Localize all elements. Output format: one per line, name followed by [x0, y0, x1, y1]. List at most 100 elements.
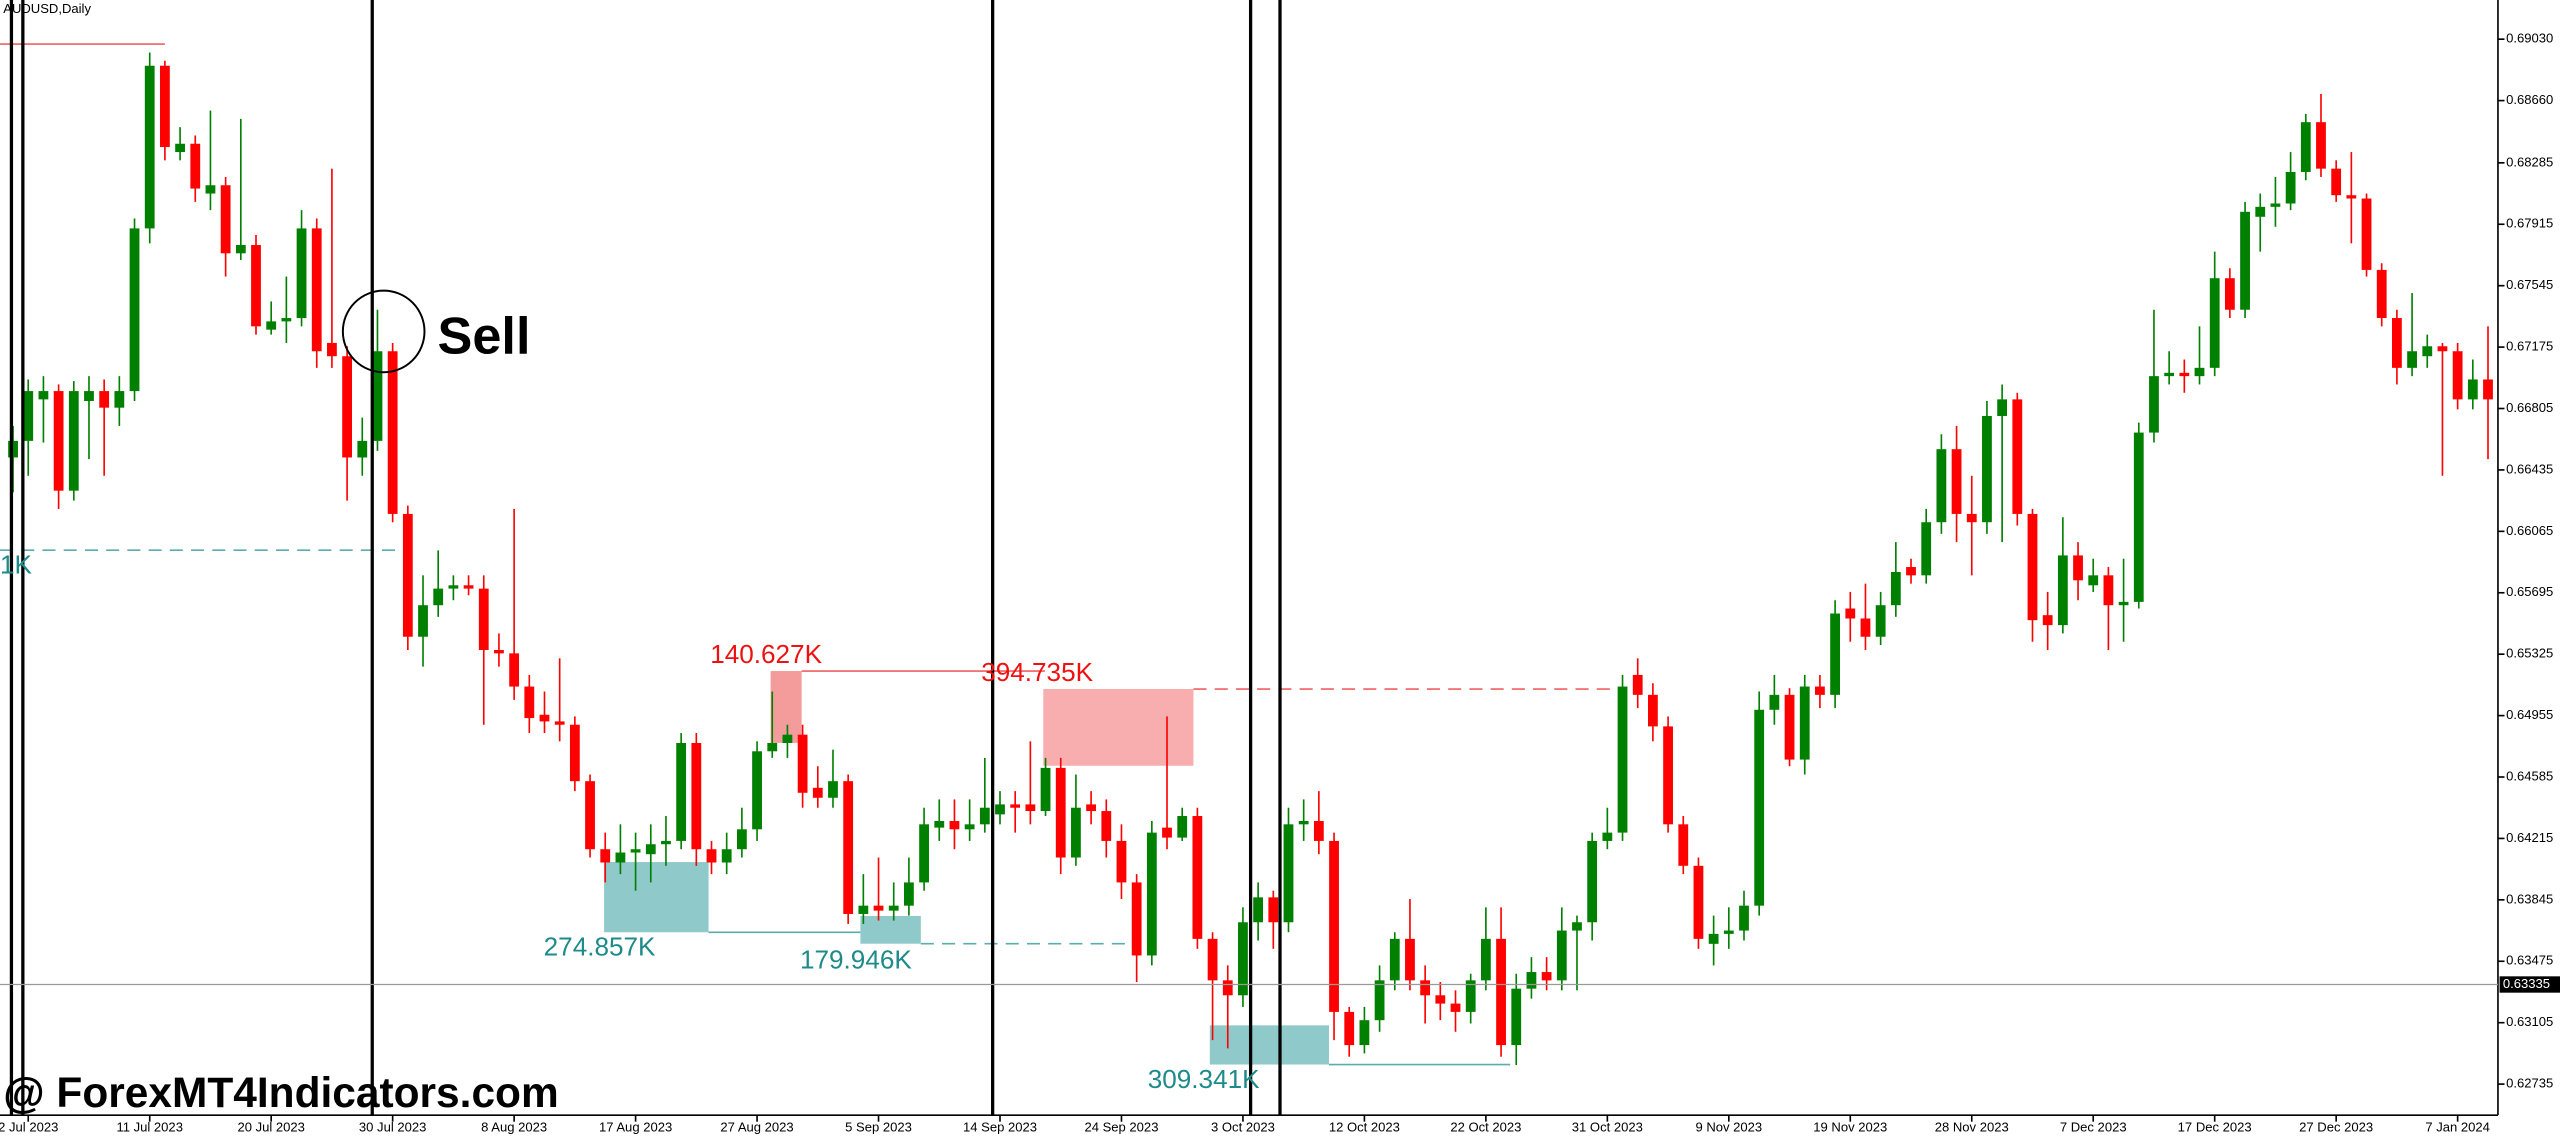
zone-label: 274.857K — [544, 932, 656, 962]
candle-body — [1906, 567, 1916, 576]
candle-body — [645, 844, 656, 855]
candle-body — [1526, 972, 1537, 989]
candle-body — [1723, 930, 1734, 934]
chart-title: AUDUSD,Daily — [3, 1, 91, 16]
candle-body — [828, 781, 838, 798]
candle-body — [2422, 346, 2433, 357]
candle-body — [1860, 618, 1871, 637]
candle-body — [2376, 269, 2387, 319]
candle-body — [1374, 980, 1385, 1021]
candle-body — [1283, 824, 1294, 923]
candle-body — [904, 882, 914, 906]
candle-body — [99, 391, 110, 408]
candle-body — [433, 588, 444, 606]
candle-body — [2361, 198, 2372, 270]
candle-body — [175, 143, 185, 153]
candles — [8, 52, 2493, 1066]
candle-body — [554, 721, 565, 725]
candle-body — [1329, 840, 1339, 1012]
candle-body — [220, 185, 231, 254]
candle-body — [1222, 980, 1233, 996]
candle-body — [509, 653, 520, 687]
candle-body — [463, 585, 474, 589]
x-tick-label: 14 Sep 2023 — [963, 1120, 1037, 1135]
candle-body — [873, 905, 884, 911]
candle-body — [1663, 726, 1673, 825]
candle-body — [402, 513, 413, 637]
candle-body — [1192, 816, 1203, 939]
x-tick-label: 11 Jul 2023 — [116, 1120, 182, 1135]
candle-body — [84, 391, 94, 402]
y-tick-label: 0.62735 — [2506, 1076, 2553, 1091]
candle-body — [1966, 513, 1977, 523]
candle-body — [2194, 367, 2205, 377]
candle-body — [1602, 832, 1613, 841]
candle-body — [327, 342, 337, 357]
candle-body — [2042, 615, 2053, 626]
candle-body — [2088, 575, 2099, 586]
candle-body — [478, 588, 489, 651]
candle-body — [1465, 980, 1476, 1012]
candle-body — [296, 228, 307, 319]
x-tick-label: 7 Jan 2024 — [2425, 1120, 2490, 1135]
x-tick-label: 5 Sep 2023 — [845, 1120, 912, 1135]
demand-zone — [604, 862, 709, 933]
x-tick-label: 2 Jul 2023 — [0, 1120, 58, 1135]
candle-body — [1010, 804, 1021, 808]
candle-body — [736, 829, 747, 850]
candle-body — [281, 318, 292, 322]
candle-body — [919, 824, 929, 883]
candle-body — [2164, 372, 2175, 377]
candle-body — [2209, 278, 2220, 368]
candle-body — [2255, 206, 2266, 217]
candle-body — [2073, 555, 2083, 581]
candle-body — [1162, 827, 1172, 838]
candle-body — [1268, 897, 1279, 923]
candle-body — [1708, 933, 1719, 944]
x-tick-label: 3 Oct 2023 — [1211, 1120, 1275, 1135]
x-tick-label: 30 Jul 2023 — [359, 1120, 426, 1135]
zone-label: 394.735K — [981, 657, 1093, 687]
current-price-box — [2499, 976, 2560, 993]
candle-body — [38, 391, 49, 400]
zone-label: 1K — [0, 549, 33, 579]
candle-body — [995, 804, 1005, 815]
candle-body — [539, 714, 550, 722]
x-tick-label: 8 Aug 2023 — [481, 1120, 547, 1135]
candle-body — [205, 185, 216, 194]
y-tick-label: 0.63845 — [2506, 891, 2553, 906]
y-tick-label: 0.65695 — [2506, 584, 2553, 599]
candle-body — [600, 849, 611, 863]
candle-body — [2270, 203, 2281, 207]
candle-body — [144, 65, 155, 229]
candle-body — [2300, 122, 2311, 172]
candle-body — [1086, 804, 1096, 812]
x-tick-label: 24 Sep 2023 — [1084, 1120, 1158, 1135]
candle-body — [418, 605, 428, 637]
candle-body — [1997, 399, 2008, 416]
candle-body — [235, 245, 246, 254]
candle-body — [1648, 694, 1658, 727]
candle-body — [1450, 1003, 1461, 1012]
candle-body — [1131, 882, 1142, 956]
candle-body — [934, 821, 945, 828]
candle-body — [2437, 346, 2448, 352]
candle-body — [1556, 930, 1567, 981]
candle-body — [494, 650, 504, 654]
x-tick-label: 22 Oct 2023 — [1450, 1120, 1521, 1135]
candle-body — [1405, 938, 1415, 981]
candle-body — [2285, 171, 2296, 204]
watermark: @ ForexMT4Indicators.com — [3, 1069, 558, 1116]
candle-body — [1238, 922, 1248, 996]
candle-body — [1693, 865, 1704, 939]
supply-zone — [770, 671, 802, 743]
candle-body — [888, 905, 899, 911]
demand-zone — [860, 915, 921, 944]
candle-body — [1207, 938, 1218, 981]
candle-body — [1617, 686, 1628, 833]
x-tick-label: 27 Dec 2023 — [2299, 1120, 2373, 1135]
candle-body — [1769, 694, 1780, 710]
y-tick-label: 0.67545 — [2506, 277, 2553, 292]
y-tick-label: 0.63105 — [2506, 1014, 2553, 1029]
candle-body — [1480, 938, 1491, 981]
